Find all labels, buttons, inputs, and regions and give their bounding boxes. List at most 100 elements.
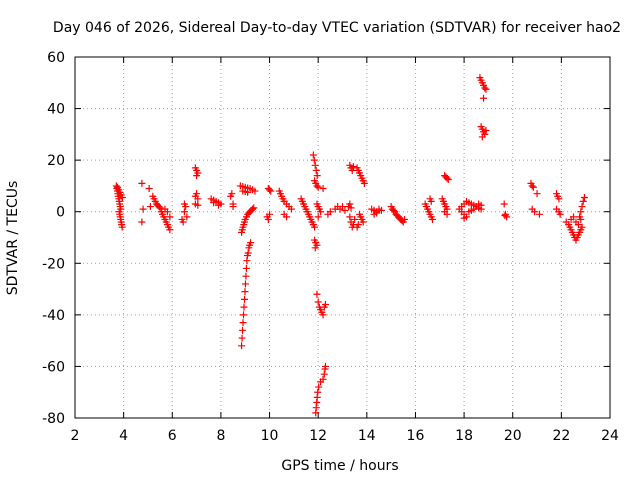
data-point xyxy=(478,133,486,141)
data-point xyxy=(312,166,320,174)
data-point xyxy=(193,172,201,180)
y-axis-title: SDTVAR / TECUs xyxy=(5,181,21,296)
data-point xyxy=(238,334,246,342)
data-point xyxy=(311,223,319,231)
data-point xyxy=(428,215,436,223)
data-point xyxy=(556,210,564,218)
x-tick-label: 20 xyxy=(504,428,522,444)
data-point xyxy=(251,187,259,195)
data-point xyxy=(264,215,272,223)
data-point xyxy=(359,218,367,226)
data-point xyxy=(242,264,250,272)
data-point xyxy=(577,208,585,216)
data-point xyxy=(470,205,478,213)
data-point xyxy=(443,174,451,182)
chart-title: Day 046 of 2026, Sidereal Day-to-day VTE… xyxy=(53,20,621,36)
x-tick-label: 14 xyxy=(358,428,376,444)
data-point xyxy=(240,295,248,303)
data-point xyxy=(241,288,249,296)
data-point xyxy=(283,213,291,221)
data-point xyxy=(503,213,511,221)
data-point xyxy=(460,214,468,222)
data-point xyxy=(528,182,536,190)
data-point xyxy=(287,205,295,213)
data-point xyxy=(194,195,202,203)
data-point xyxy=(500,200,508,208)
y-tick-labels: -80 -60 -40 -20 0 20 40 60 xyxy=(42,50,65,427)
data-point xyxy=(401,215,409,223)
data-point xyxy=(313,290,321,298)
x-tick-label: 24 xyxy=(601,428,619,444)
data-point xyxy=(574,221,582,229)
data-point xyxy=(427,197,435,205)
data-point xyxy=(348,166,356,174)
data-point xyxy=(194,201,202,209)
y-tick-label: 0 xyxy=(56,205,65,221)
data-point xyxy=(214,201,222,209)
data-point xyxy=(481,84,489,92)
data-point xyxy=(477,201,485,209)
data-point xyxy=(346,200,354,208)
data-point xyxy=(311,244,319,252)
data-point xyxy=(351,215,359,223)
data-point xyxy=(309,151,317,159)
data-point xyxy=(360,179,368,187)
data-point xyxy=(266,186,274,194)
y-tick-label: -80 xyxy=(42,411,65,427)
data-point xyxy=(373,209,381,217)
data-point xyxy=(242,272,250,280)
x-tick-label: 12 xyxy=(309,428,327,444)
data-point xyxy=(482,85,490,93)
data-point xyxy=(180,200,188,208)
data-point xyxy=(247,239,255,247)
data-point xyxy=(326,208,334,216)
data-point xyxy=(239,326,247,334)
x-tick-label: 18 xyxy=(455,428,473,444)
data-point xyxy=(314,388,322,396)
x-tick-labels: 2 4 6 8 10 12 14 16 18 20 22 24 xyxy=(71,428,619,444)
x-tick-label: 4 xyxy=(119,428,128,444)
x-tick-label: 10 xyxy=(261,428,279,444)
data-point xyxy=(210,199,218,207)
data-point xyxy=(320,370,328,378)
data-point xyxy=(313,182,321,190)
data-point xyxy=(353,223,361,231)
x-tick-label: 6 xyxy=(168,428,177,444)
data-point xyxy=(390,206,398,214)
data-point xyxy=(145,185,153,193)
data-point xyxy=(180,208,188,216)
data-point xyxy=(238,342,246,350)
y-tick-label: 40 xyxy=(47,102,65,118)
data-point xyxy=(166,213,174,221)
data-point xyxy=(118,194,126,202)
data-point xyxy=(531,208,539,216)
data-point xyxy=(578,203,586,211)
data-point xyxy=(314,183,322,191)
data-point xyxy=(249,205,257,213)
y-tick-label: 20 xyxy=(47,153,65,169)
x-tick-label: 16 xyxy=(407,428,425,444)
y-tick-label: -40 xyxy=(42,308,65,324)
data-point xyxy=(321,362,329,370)
data-point xyxy=(321,301,329,309)
data-point xyxy=(163,208,171,216)
data-point xyxy=(347,204,355,212)
data-point xyxy=(244,249,252,257)
data-point xyxy=(443,210,451,218)
x-tick-label: 2 xyxy=(71,428,80,444)
data-point xyxy=(179,218,187,226)
grid-lines xyxy=(75,57,610,418)
data-point xyxy=(267,187,275,195)
data-point xyxy=(349,163,357,171)
data-point xyxy=(138,218,146,226)
data-point xyxy=(314,213,322,221)
data-point xyxy=(319,311,327,319)
data-point xyxy=(579,197,587,205)
data-point xyxy=(535,210,543,218)
y-tick-label: 60 xyxy=(47,50,65,66)
data-point xyxy=(155,203,163,211)
data-point xyxy=(311,161,319,169)
data-point xyxy=(529,183,537,191)
data-point xyxy=(228,190,236,198)
